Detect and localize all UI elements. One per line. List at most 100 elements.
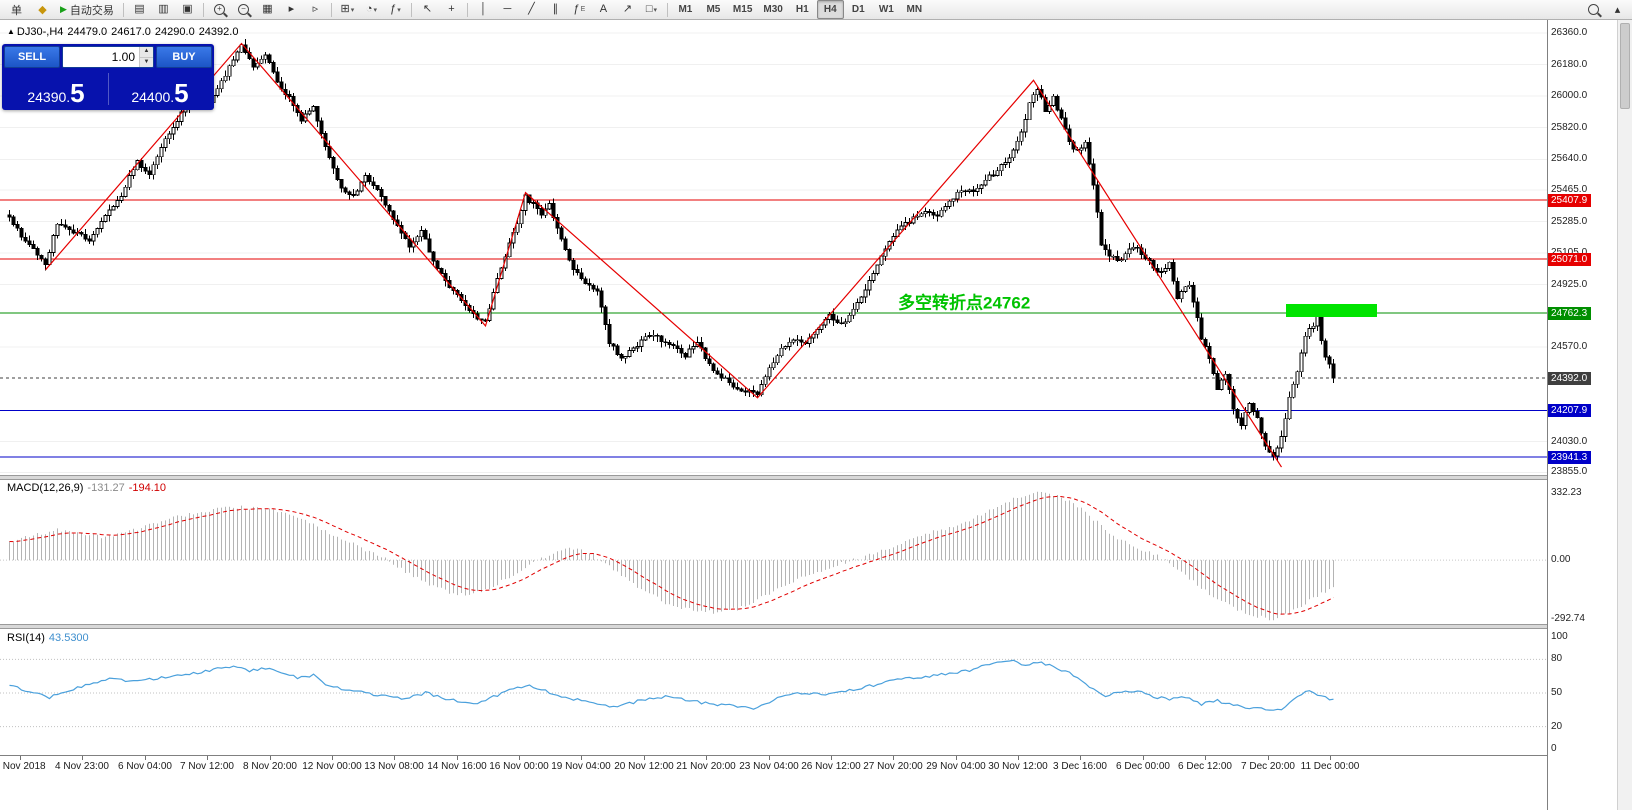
pane-separator[interactable] (0, 475, 1617, 480)
timeframe-h4-button[interactable]: H4 (816, 0, 844, 19)
time-tick (956, 756, 957, 760)
equidistant-channel-icon[interactable]: ∥ (544, 0, 567, 19)
tile-windows-icon[interactable]: ▦ (256, 0, 279, 19)
trendline-icon[interactable]: ╱ (520, 0, 543, 19)
vertical-line-icon[interactable]: │ (472, 0, 495, 19)
time-tick-label: 27 Nov 20:00 (863, 761, 923, 772)
price-tick-label: 26000.0 (1551, 90, 1588, 101)
ohlc-close: 24392.0 (198, 26, 239, 38)
shapes-icon[interactable]: □ ▾ (640, 0, 663, 19)
time-tick-label: 29 Nov 04:00 (926, 761, 986, 772)
chart-area: 多空转折点24762 1 Nov 2018 4 Nov 23:00 6 Nov 04… (0, 20, 1632, 810)
arrow-object-icon[interactable]: ↗ (616, 0, 639, 19)
sell-price[interactable]: 24390. 5 (4, 70, 108, 108)
volume-down-icon[interactable]: ▼ (140, 57, 153, 67)
time-tick (394, 756, 395, 760)
chart-profile-icon: ▥ (158, 3, 169, 15)
volume-input[interactable] (63, 47, 139, 67)
vertical-line-icon: │ (479, 3, 487, 15)
scrollbar-thumb[interactable] (1620, 23, 1630, 109)
price-level-label: 23941.3 (1548, 451, 1592, 464)
macd-label: MACD(12,26,9) (7, 482, 84, 494)
price-level-label: 24207.9 (1548, 404, 1592, 417)
volume-control: ▲ ▼ (62, 46, 154, 68)
crosshair-icon[interactable]: + (440, 0, 463, 19)
timeframe-m30-button[interactable]: M30 (763, 4, 783, 15)
volume-up-icon[interactable]: ▲ (140, 47, 153, 58)
rsi-scale-label: 20 (1551, 721, 1563, 732)
timeframe-w1-button[interactable]: W1 (878, 4, 894, 15)
horizontal-line-icon[interactable]: ─ (496, 0, 519, 19)
price-tick-label: 26180.0 (1551, 59, 1588, 70)
fibonacci-icon: ƒ (573, 3, 580, 15)
vertical-scrollbar[interactable] (1617, 20, 1632, 810)
rsi-value: 43.5300 (48, 632, 89, 644)
symbol-period: DJ30-,H4 (16, 26, 64, 38)
time-tick (831, 756, 832, 760)
new-chart-window-icon[interactable]: ▤ (128, 0, 151, 19)
cursor-icon[interactable]: ↖ (416, 0, 439, 19)
zoom-in-icon[interactable]: + (208, 0, 231, 19)
autotrade-button[interactable]: ▶ 自动交易 (55, 0, 119, 19)
quote-display: 24390. 5 24400. 5 (4, 70, 212, 108)
timeframe-m1-button[interactable]: M1 (678, 4, 693, 15)
macd-signal-line (9, 495, 1334, 615)
time-tick (893, 756, 894, 760)
gold-diamond-icon[interactable]: ◆ (38, 4, 47, 16)
new-order-chart-icon: ⊞ (340, 3, 350, 15)
chart-profile-icon[interactable]: ▥ (152, 0, 175, 19)
toolbar-search-button[interactable] (1582, 0, 1605, 19)
buy-price[interactable]: 24400. 5 (108, 70, 212, 108)
buy-price-big: 5 (174, 77, 189, 108)
rsi-scale-label: 100 (1551, 631, 1568, 642)
macd-value-signal: -194.10 (128, 482, 167, 494)
chart-shift-icon[interactable]: ▹ (304, 0, 327, 19)
time-tick (581, 756, 582, 760)
time-tick-label: 6 Dec 12:00 (1178, 761, 1232, 772)
time-tick-label: 6 Dec 00:00 (1116, 761, 1170, 772)
annotation-text[interactable]: 多空转折点24762 (898, 292, 1030, 312)
zoom-out-icon: − (237, 4, 249, 15)
text-label-icon[interactable]: A (592, 0, 615, 19)
price-tick-label: 25105.0 (1551, 247, 1587, 259)
auto-scroll-icon[interactable]: ▸ (280, 0, 303, 19)
highlight-rectangle[interactable] (1286, 303, 1377, 317)
full-screen-icon: ▣ (182, 3, 193, 15)
volume-stepper: ▲ ▼ (139, 47, 153, 67)
timeframe-h1-button[interactable]: H1 (795, 4, 809, 15)
price-tick-label: 25640.0 (1551, 153, 1588, 164)
price-axis[interactable]: 26360.0 26180.0 26000.0 25820.0 25640.0 25465… (1547, 20, 1617, 810)
time-axis[interactable]: 1 Nov 2018 4 Nov 23:00 6 Nov 04:00 7 Nov 12… (0, 755, 1617, 780)
tile-windows-icon: ▦ (262, 3, 273, 15)
price-chart[interactable]: 多空转折点24762 (0, 20, 1547, 475)
timeframe-m15-button[interactable]: M15 (732, 4, 753, 15)
buy-button[interactable]: BUY (156, 46, 212, 68)
zigzag-trendlines[interactable] (45, 42, 1283, 468)
macd-histogram (9, 491, 1334, 621)
time-tick (1143, 756, 1144, 760)
pane-separator[interactable] (0, 624, 1617, 629)
zoom-out-icon[interactable]: − (232, 0, 255, 19)
full-screen-icon[interactable]: ▣ (176, 0, 199, 19)
new-order-button[interactable]: 单 (11, 4, 22, 17)
time-tick (20, 756, 21, 760)
rsi-scale-label: 80 (1551, 653, 1563, 664)
toolbar-separator (410, 2, 412, 17)
toolbar-collapse-button[interactable]: ▴ (1614, 4, 1621, 16)
periods-icon[interactable]: ◔ ▾ (360, 0, 383, 19)
timeframe-d1-button[interactable]: D1 (851, 4, 865, 15)
indicators-icon[interactable]: ƒ ▾ (384, 0, 407, 19)
buy-price-small: 24400. (131, 89, 175, 105)
sell-button[interactable]: SELL (4, 46, 60, 68)
timeframe-m5-button[interactable]: M5 (706, 4, 721, 15)
dropdown-arrow-icon: ▾ (373, 6, 377, 14)
macd-pane[interactable] (0, 479, 1547, 625)
rsi-pane[interactable] (0, 629, 1547, 755)
time-tick-label: 8 Nov 20:00 (243, 761, 297, 772)
time-tick-label: 4 Nov 23:00 (55, 761, 109, 772)
new-order-chart-icon[interactable]: ⊞ ▾ (336, 0, 359, 19)
timeframe-mn-button[interactable]: MN (906, 4, 923, 15)
time-tick (1268, 756, 1269, 760)
